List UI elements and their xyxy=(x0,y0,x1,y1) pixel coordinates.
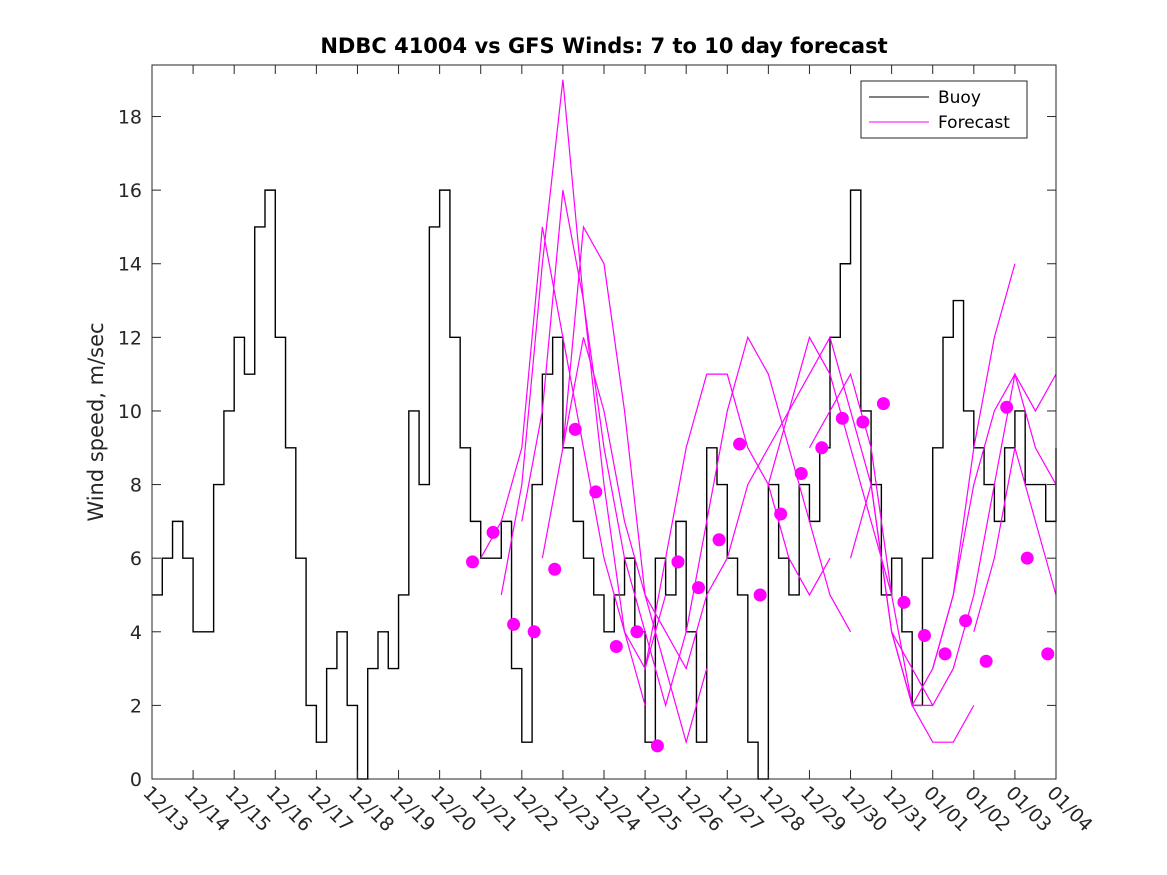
forecast-marker xyxy=(527,625,541,639)
plot-area xyxy=(152,65,1056,779)
y-tick-label: 2 xyxy=(130,695,142,717)
forecast-run-line xyxy=(726,335,893,596)
forecast-marker xyxy=(1041,647,1055,661)
legend-box xyxy=(860,80,1028,139)
buoy-line xyxy=(152,189,1057,780)
y-tick-label: 6 xyxy=(130,548,142,570)
forecast-run-line xyxy=(562,337,728,671)
legend: Buoy Forecast xyxy=(860,80,1028,139)
forecast-marker xyxy=(630,625,644,639)
forecast-run-line xyxy=(685,335,852,633)
forecast-marker xyxy=(589,485,603,499)
y-tick-label: 12 xyxy=(118,327,142,349)
forecast-run-line xyxy=(973,447,1057,632)
forecast-run-line xyxy=(541,224,708,745)
forecast-run-line xyxy=(644,373,831,669)
y-tick-label: 4 xyxy=(130,622,142,644)
forecast-marker xyxy=(856,415,870,429)
y-tick-label: 18 xyxy=(118,107,142,129)
forecast-marker xyxy=(650,739,664,753)
forecast-marker xyxy=(671,555,685,569)
forecast-marker xyxy=(815,441,829,455)
forecast-marker xyxy=(753,588,767,602)
forecast-run-line xyxy=(480,226,646,706)
forecast-marker xyxy=(876,397,890,411)
y-tick-label: 0 xyxy=(130,769,142,791)
chart-title: NDBC 41004 vs GFS Winds: 7 to 10 day for… xyxy=(320,34,887,58)
forecast-run-line xyxy=(808,372,975,743)
forecast-run-line xyxy=(891,372,1057,707)
y-axis-ticks: 0 2 4 6 8 10 12 14 16 18 xyxy=(118,107,1056,791)
forecast-marker xyxy=(609,640,623,654)
forecast-marker xyxy=(774,507,788,521)
forecast-marker xyxy=(486,525,500,539)
legend-label-buoy: Buoy xyxy=(938,88,981,108)
forecast-marker xyxy=(692,581,706,595)
forecast-marker xyxy=(548,562,562,576)
forecast-marker xyxy=(794,467,808,481)
y-tick-label: 16 xyxy=(118,180,142,202)
forecast-marker xyxy=(979,654,993,668)
forecast-series xyxy=(480,79,1057,745)
forecast-run-line xyxy=(521,190,687,708)
y-tick-label: 14 xyxy=(118,254,142,276)
y-axis-label: Wind speed, m/sec xyxy=(84,322,108,521)
forecast-marker xyxy=(466,555,480,569)
forecast-marker xyxy=(835,411,849,425)
y-tick-label: 10 xyxy=(118,401,142,423)
forecast-marker xyxy=(959,614,973,628)
forecast-marker xyxy=(918,628,932,642)
legend-label-forecast: Forecast xyxy=(938,113,1010,133)
buoy-series xyxy=(152,189,1057,780)
forecast-marker xyxy=(938,647,952,661)
forecast-marker xyxy=(1020,551,1034,565)
forecast-marker xyxy=(507,617,521,631)
forecast-marker xyxy=(712,533,726,547)
forecast-marker xyxy=(733,437,747,451)
forecast-marker xyxy=(568,422,582,436)
forecast-markers xyxy=(466,397,1055,753)
forecast-run-line xyxy=(932,372,1057,669)
y-tick-label: 8 xyxy=(130,475,142,497)
forecast-marker xyxy=(1000,400,1014,414)
forecast-marker xyxy=(897,595,911,609)
